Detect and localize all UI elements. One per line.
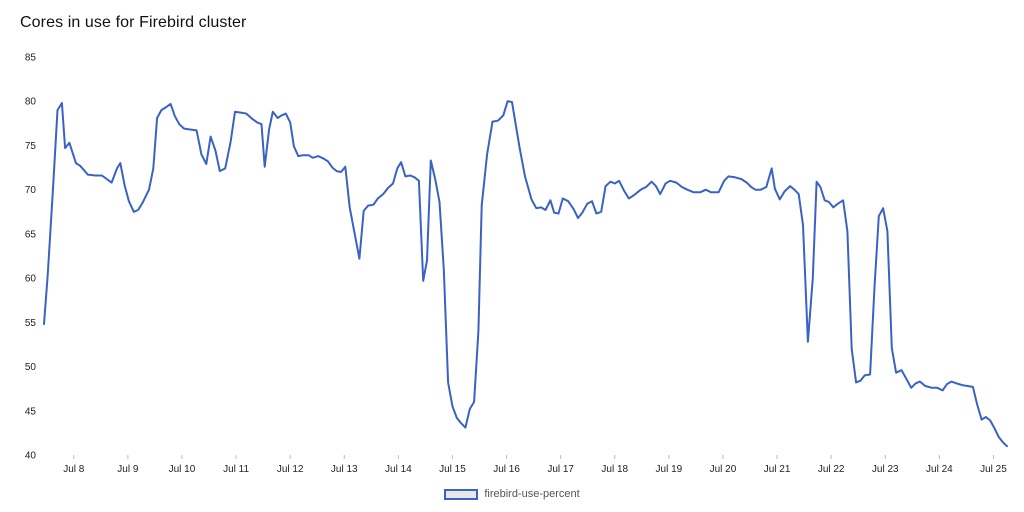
legend-label[interactable]: firebird-use-percent	[484, 488, 580, 500]
y-tick-label: 65	[25, 229, 37, 240]
y-tick-label: 80	[25, 97, 37, 108]
x-tick-label: Jul 16	[493, 464, 520, 475]
x-tick-label: Jul 14	[385, 464, 412, 475]
x-tick-label: Jul 23	[872, 464, 899, 475]
y-tick-label: 40	[25, 451, 37, 462]
x-tick-label: Jul 11	[223, 464, 249, 475]
x-tick-label: Jul 12	[277, 464, 304, 475]
legend[interactable]: firebird-use-percent	[0, 484, 1024, 504]
x-tick-label: Jul 15	[439, 464, 466, 475]
x-tick-label: Jul 24	[926, 464, 953, 475]
y-tick-label: 55	[25, 318, 37, 329]
y-tick-label: 50	[25, 362, 37, 373]
x-tick-label: Jul 22	[818, 464, 845, 475]
x-tick-label: Jul 18	[601, 464, 628, 475]
legend-swatch[interactable]	[444, 488, 479, 500]
series-line-firebird-use-percent[interactable]	[43, 100, 1008, 448]
x-tick-label: Jul 10	[169, 464, 196, 475]
y-tick-label: 85	[25, 53, 37, 64]
y-axis: 40 45 50 55 60 65 70 75 80 85	[25, 53, 37, 462]
x-tick-label: Jul 8	[63, 464, 85, 475]
x-tick-label: Jul 9	[117, 464, 139, 475]
x-tick-label: Jul 19	[656, 464, 683, 475]
y-tick-label: 45	[25, 406, 37, 417]
chart-title: Cores in use for Firebird cluster	[20, 14, 247, 31]
x-tick-label: Jul 20	[710, 464, 737, 475]
x-tick-label: Jul 17	[547, 464, 574, 475]
y-tick-label: 60	[25, 274, 37, 285]
series-layer	[43, 100, 1008, 448]
y-tick-label: 70	[25, 185, 37, 196]
x-axis: Jul 8 Jul 9 Jul 10 Jul 11 Jul 12 Jul 13 Jul 14…	[63, 455, 1007, 475]
x-tick-label: Jul 25	[980, 464, 1007, 475]
y-tick-label: 75	[25, 141, 37, 152]
x-tick-label: Jul 13	[331, 464, 358, 475]
x-tick-label: Jul 21	[764, 464, 791, 475]
